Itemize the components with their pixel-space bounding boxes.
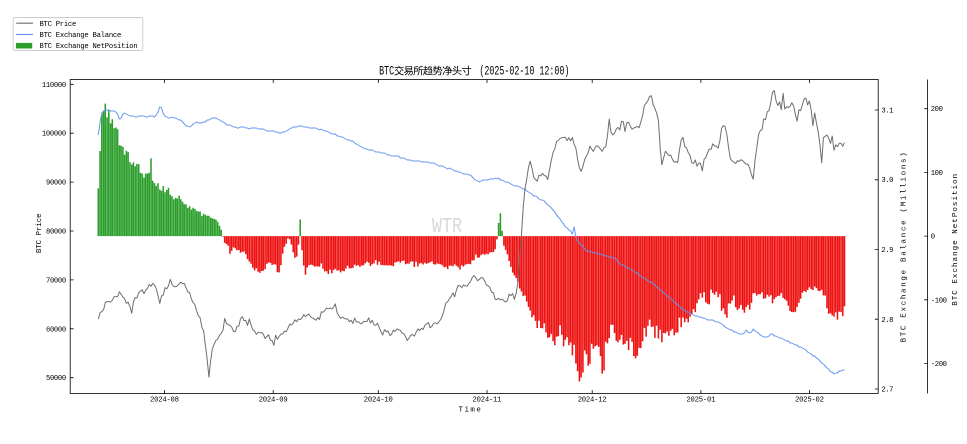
svg-text:BTC Exchange NetPosition: BTC Exchange NetPosition — [40, 43, 138, 51]
svg-text:2.8: 2.8 — [881, 317, 893, 325]
svg-text:200: 200 — [931, 106, 943, 114]
svg-text:2024-12: 2024-12 — [578, 397, 607, 405]
svg-text:BTC: BTC — [379, 65, 394, 79]
svg-text:-200: -200 — [931, 361, 947, 369]
svg-text:2024-08: 2024-08 — [150, 397, 179, 405]
svg-text:BTC Exchange Balance: BTC Exchange Balance — [40, 32, 122, 40]
svg-text:3.0: 3.0 — [881, 177, 893, 185]
svg-text:100000: 100000 — [42, 131, 66, 139]
svg-text:BTC Exchange Balance (Millions: BTC Exchange Balance (Millions) — [901, 151, 909, 343]
svg-text:50000: 50000 — [46, 375, 66, 383]
svg-text:110000: 110000 — [42, 82, 66, 90]
svg-text:2024-11: 2024-11 — [473, 397, 502, 405]
svg-text:BTC Price: BTC Price — [40, 21, 77, 29]
svg-text:2025-02: 2025-02 — [795, 397, 824, 405]
svg-text:3.1: 3.1 — [881, 108, 893, 116]
svg-text:BTC Price: BTC Price — [36, 213, 44, 253]
svg-text:2.7: 2.7 — [881, 387, 893, 395]
svg-text:80000: 80000 — [46, 229, 66, 237]
svg-text:100: 100 — [931, 170, 943, 178]
svg-text:WTR: WTR — [432, 214, 463, 238]
svg-text:BTC Exchange NetPosition: BTC Exchange NetPosition — [952, 173, 960, 306]
svg-text:2024-10: 2024-10 — [364, 397, 393, 405]
svg-text:70000: 70000 — [46, 277, 66, 285]
svg-text:-100: -100 — [931, 297, 947, 305]
svg-text:2.9: 2.9 — [881, 247, 893, 255]
svg-text:60000: 60000 — [46, 326, 66, 334]
svg-text:90000: 90000 — [46, 180, 66, 188]
svg-text:0: 0 — [931, 234, 935, 242]
svg-text:(2025-02-10 12:00): (2025-02-10 12:00) — [479, 65, 569, 79]
svg-text:2025-01: 2025-01 — [686, 397, 715, 405]
svg-text:Time: Time — [459, 407, 483, 415]
svg-text:2024-09: 2024-09 — [259, 397, 288, 405]
